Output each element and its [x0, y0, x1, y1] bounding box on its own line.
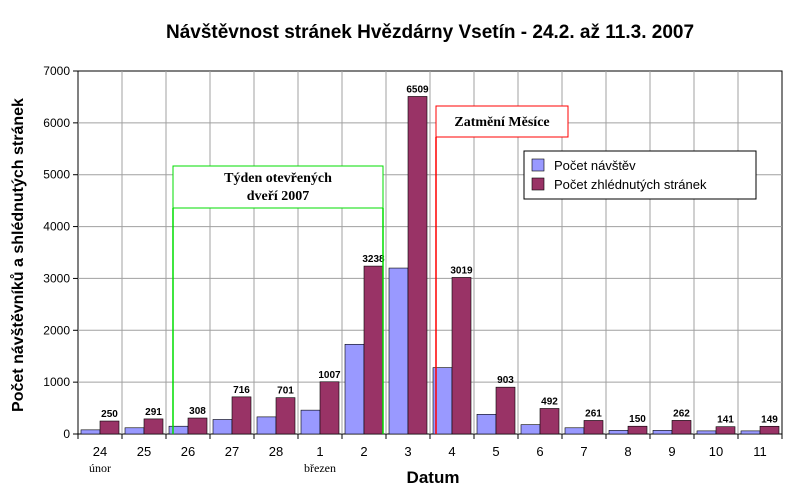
bar-pocet-navstev — [300, 409, 321, 435]
data-label: 1007 — [318, 370, 341, 381]
bar-pocet-navstev — [388, 267, 409, 435]
y-tick-label: 7000 — [43, 64, 70, 78]
y-axis-label: Počet návštěvníků a shlédnutých stránek — [10, 98, 27, 412]
data-label: 149 — [761, 414, 778, 425]
bar-pocet-navstev — [608, 430, 629, 435]
annotation-text-eclipse: Zatmění Měsíce — [454, 115, 549, 130]
bar-pocet-navstev — [80, 429, 101, 435]
data-label: 3238 — [362, 254, 385, 265]
bar-pocet-zhlednutych-stranek — [451, 277, 472, 435]
bar-pocet-zhlednutych-stranek — [407, 96, 428, 435]
x-tick-label: 24 — [93, 444, 107, 459]
y-tick-label: 5000 — [43, 168, 70, 182]
data-label: 150 — [629, 414, 646, 425]
annotations: Týden otevřených dveří 2007 Zatmění Měsíce — [172, 105, 569, 434]
bar-pocet-navstev — [124, 427, 145, 435]
bar-pocet-navstev — [740, 430, 761, 435]
annotation-box-eclipse — [435, 105, 569, 138]
bar-pocet-navstev — [476, 413, 497, 435]
x-tick-label: 7 — [580, 444, 587, 459]
y-tick-label: 3000 — [43, 271, 70, 285]
bar-pocet-zhlednutych-stranek — [495, 386, 516, 435]
legend-label: Počet zhlédnutých stránek — [554, 177, 707, 192]
y-tick-label: 1000 — [43, 375, 70, 389]
x-tick-label: 9 — [668, 444, 675, 459]
data-label: 903 — [497, 375, 514, 386]
bar-pocet-navstev — [212, 419, 233, 435]
y-tick-label: 0 — [63, 427, 70, 441]
data-label: 701 — [277, 386, 294, 397]
x-tick-label: 8 — [624, 444, 631, 459]
x-tick-label: 4 — [448, 444, 455, 459]
x-tick-label: 11 — [753, 444, 767, 459]
plot-area: 0100020003000400050006000700025024291253… — [43, 64, 783, 475]
y-tick-label: 2000 — [43, 323, 70, 337]
annotation-text-open-week: dveří 2007 — [247, 189, 310, 204]
bar-pocet-zhlednutych-stranek — [627, 425, 648, 435]
legend-swatch — [531, 177, 545, 191]
annotation-text-open-week: Týden otevřených — [224, 171, 332, 186]
bar-pocet-zhlednutych-stranek — [187, 417, 208, 435]
bar-pocet-zhlednutych-stranek — [143, 418, 164, 435]
x-tick-label: 1 — [316, 444, 323, 459]
data-label: 291 — [145, 407, 162, 418]
bar-pocet-zhlednutych-stranek — [671, 420, 692, 435]
bar-pocet-navstev — [344, 343, 365, 435]
bar-pocet-navstev — [520, 424, 541, 435]
x-tick-label: 3 — [404, 444, 411, 459]
bar-pocet-zhlednutych-stranek — [759, 425, 780, 435]
bar-pocet-navstev — [652, 430, 673, 435]
x-tick-label: 5 — [492, 444, 499, 459]
x-tick-label: 26 — [181, 444, 195, 459]
data-label: 261 — [585, 408, 602, 419]
bar-pocet-navstev — [564, 427, 585, 435]
data-label: 716 — [233, 385, 250, 396]
data-label: 141 — [717, 415, 734, 426]
bar-pocet-zhlednutych-stranek — [231, 396, 252, 435]
x-tick-label: 10 — [709, 444, 723, 459]
bar-pocet-zhlednutych-stranek — [363, 265, 384, 435]
x-tick-label: 25 — [137, 444, 151, 459]
y-tick-label: 4000 — [43, 220, 70, 234]
month-label: únor — [89, 461, 111, 475]
x-axis-label: Datum — [407, 468, 460, 487]
data-label: 250 — [101, 409, 118, 420]
bar-pocet-navstev — [168, 425, 189, 435]
bar-pocet-navstev — [256, 416, 277, 435]
bar-pocet-zhlednutych-stranek — [319, 381, 340, 435]
x-tick-label: 2 — [360, 444, 367, 459]
month-label: březen — [304, 461, 336, 475]
legend-box — [523, 150, 757, 200]
legend-label: Počet návštěv — [554, 158, 636, 173]
bar-pocet-zhlednutych-stranek — [715, 426, 736, 435]
data-label: 3019 — [450, 265, 473, 276]
legend: Počet návštěv Počet zhlédnutých stránek — [523, 150, 757, 200]
bar-pocet-zhlednutych-stranek — [99, 420, 120, 435]
data-label: 6509 — [406, 84, 429, 95]
x-tick-label: 28 — [269, 444, 283, 459]
bar-pocet-zhlednutych-stranek — [275, 397, 296, 435]
legend-swatch — [531, 158, 545, 172]
annotation-box-open-week — [172, 165, 384, 209]
chart-title: Návštěvnost stránek Hvězdárny Vsetín - 2… — [166, 22, 694, 43]
data-label: 262 — [673, 408, 690, 419]
y-tick-label: 6000 — [43, 116, 70, 130]
bar-pocet-navstev — [696, 430, 717, 435]
bar-pocet-zhlednutych-stranek — [583, 420, 604, 435]
x-tick-label: 6 — [536, 444, 543, 459]
x-tick-label: 27 — [225, 444, 239, 459]
data-label: 492 — [541, 396, 558, 407]
data-label: 308 — [189, 406, 206, 417]
bar-pocet-zhlednutych-stranek — [539, 408, 560, 435]
